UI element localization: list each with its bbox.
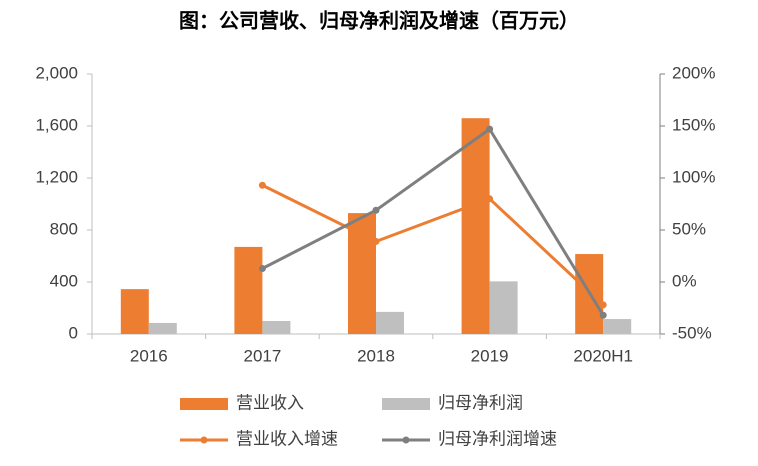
x-tick-label: 2017 <box>243 346 281 365</box>
bar <box>120 289 149 334</box>
line-point <box>372 237 380 245</box>
y-tick-label: 0 <box>69 323 78 342</box>
y2-tick-label: 200% <box>672 63 715 82</box>
bar <box>262 321 291 334</box>
y-tick-label: 800 <box>50 219 78 238</box>
legend-label: 营业收入增速 <box>236 429 338 448</box>
bar <box>148 322 177 334</box>
y2-tick-label: 0% <box>672 271 697 290</box>
legend-label: 归母净利润增速 <box>438 429 557 448</box>
x-tick-label: 2019 <box>471 346 509 365</box>
y-tick-label: 1,200 <box>35 167 78 186</box>
chart-title: 图：公司营收、归母净利润及增速（百万元） <box>179 8 579 32</box>
y-tick-label: 400 <box>50 271 78 290</box>
y2-tick-label: 150% <box>672 115 715 134</box>
bar <box>489 281 518 334</box>
legend-label: 归母净利润 <box>438 393 523 412</box>
line-point <box>258 264 266 272</box>
line-point <box>486 195 494 203</box>
line-point <box>258 181 266 189</box>
line <box>261 126 605 317</box>
y2-tick-label: -50% <box>672 323 712 342</box>
line <box>261 183 605 306</box>
line-point <box>486 125 494 133</box>
bar <box>461 118 490 334</box>
x-tick-label: 2020H1 <box>573 346 633 365</box>
line-point <box>372 206 380 214</box>
legend-swatch <box>382 398 430 410</box>
legend-swatch <box>180 398 228 410</box>
x-tick-label: 2018 <box>357 346 395 365</box>
bar <box>234 246 263 334</box>
y-tick-label: 1,600 <box>35 115 78 134</box>
y2-tick-label: 100% <box>672 167 715 186</box>
line-point <box>599 311 607 319</box>
bar <box>376 311 404 334</box>
legend-swatch-dot <box>200 436 208 444</box>
legend-swatch-dot <box>402 436 410 444</box>
legend-label: 营业收入 <box>236 393 304 412</box>
y-tick-label: 2,000 <box>35 63 78 82</box>
y2-tick-label: 50% <box>672 219 706 238</box>
line-point <box>599 301 607 309</box>
bar <box>603 319 632 334</box>
x-tick-label: 2016 <box>130 346 168 365</box>
